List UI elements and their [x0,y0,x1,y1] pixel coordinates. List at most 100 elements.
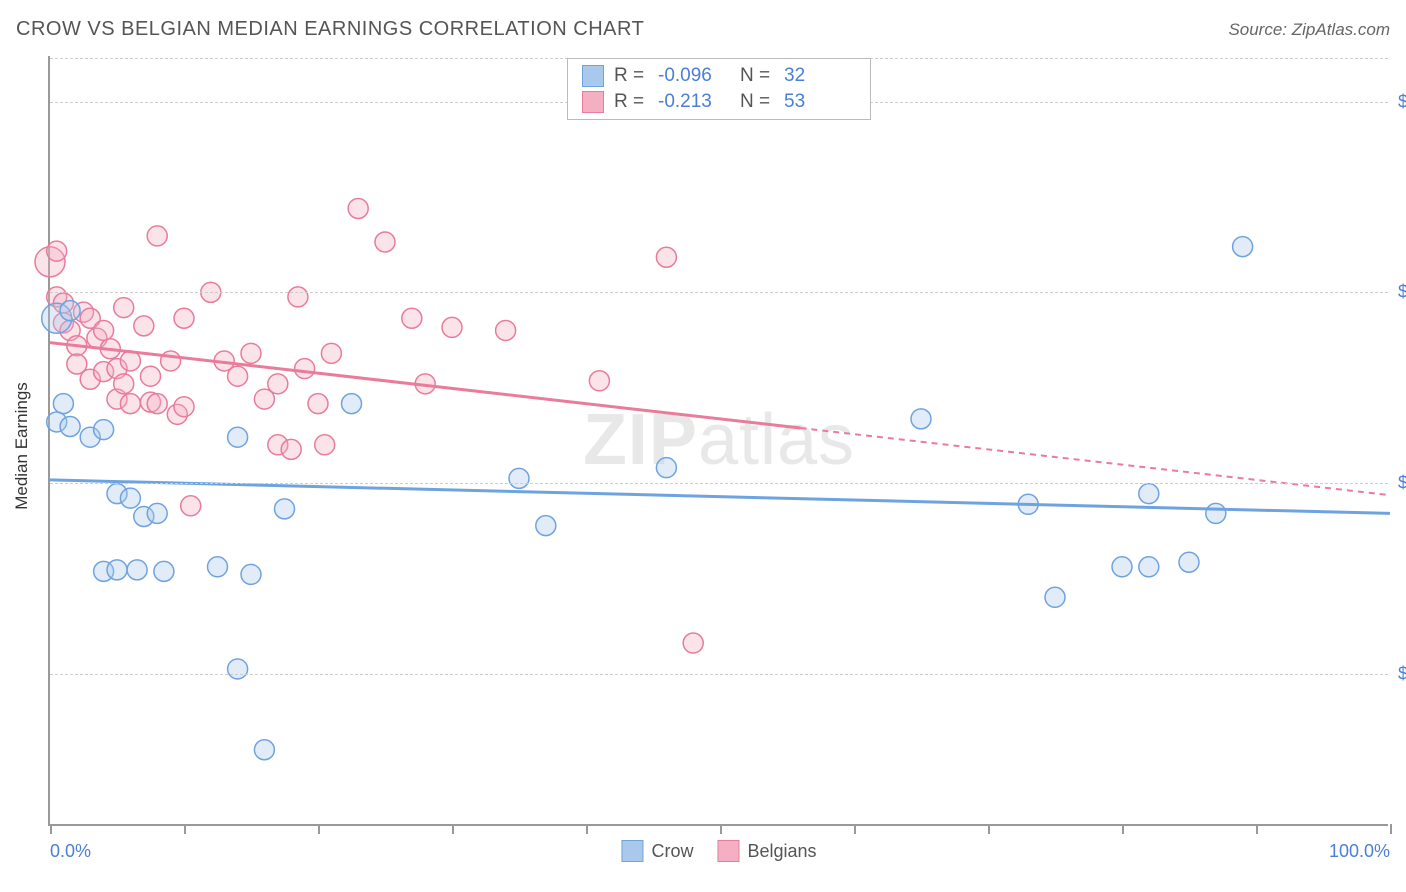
x-tick [1256,824,1258,834]
series-legend: Crow Belgians [621,840,816,862]
belgians-point [656,247,676,267]
belgians-series-label: Belgians [747,841,816,862]
belgians-point [141,366,161,386]
belgians-point [321,343,341,363]
legend-item-belgians: Belgians [717,840,816,862]
crow-point [107,560,127,580]
crow-point [120,488,140,508]
crow-point [147,503,167,523]
belgians-trend-line [50,343,800,428]
belgians-point [241,343,261,363]
crow-point [656,458,676,478]
y-tick-label: $35,000 [1398,472,1406,493]
belgians-swatch [582,91,604,113]
belgians-point [288,287,308,307]
belgians-point [114,374,134,394]
chart-source: Source: ZipAtlas.com [1228,20,1390,40]
chart-title: CROW VS BELGIAN MEDIAN EARNINGS CORRELAT… [16,18,644,41]
belgians-point [147,394,167,414]
belgians-point [268,374,288,394]
belgians-point [496,320,516,340]
x-tick [184,824,186,834]
y-tick-label: $47,500 [1398,282,1406,303]
chart-header: CROW VS BELGIAN MEDIAN EARNINGS CORRELAT… [16,18,1390,41]
crow-point [911,409,931,429]
belgians-point [315,435,335,455]
y-tick-label: $22,500 [1398,663,1406,684]
belgians-point [442,317,462,337]
belgians-n-value: 53 [784,91,856,113]
crow-point [228,427,248,447]
belgians-point [161,351,181,371]
crow-swatch [621,840,643,862]
belgians-point [134,316,154,336]
crow-point [1112,557,1132,577]
y-tick-label: $60,000 [1398,91,1406,112]
n-label: N = [740,91,774,113]
x-tick-label: 100.0% [1329,841,1390,862]
crow-point [1233,237,1253,257]
crow-point [509,468,529,488]
crow-point [254,740,274,760]
r-label: R = [614,65,648,87]
y-axis-label: Median Earnings [12,382,32,510]
crow-point [536,516,556,536]
belgians-swatch [717,840,739,862]
x-tick [720,824,722,834]
crow-swatch [582,65,604,87]
crow-point [94,420,114,440]
n-label: N = [740,65,774,87]
crow-point [127,560,147,580]
crow-trend-line [50,480,1390,514]
belgians-point [589,371,609,391]
belgians-point [375,232,395,252]
crow-point [154,561,174,581]
r-label: R = [614,91,648,113]
gridline [50,674,1388,675]
stats-legend-row-crow: R = -0.096 N = 32 [582,63,856,89]
belgians-point [181,496,201,516]
x-tick [586,824,588,834]
crow-point [275,499,295,519]
belgians-point [228,366,248,386]
x-tick [318,824,320,834]
x-tick [988,824,990,834]
belgians-point [281,439,301,459]
crow-point [60,417,80,437]
gridline [50,483,1388,484]
crow-n-value: 32 [784,65,856,87]
belgians-point [174,397,194,417]
belgians-point [114,298,134,318]
plot-area: ZIPatlas R = -0.096 N = 32 R = -0.213 N … [48,56,1388,826]
x-tick [1390,824,1392,834]
crow-point [228,659,248,679]
crow-series-label: Crow [651,841,693,862]
crow-point [1139,484,1159,504]
belgians-point [402,308,422,328]
crow-point [1179,552,1199,572]
belgians-point [147,226,167,246]
belgians-point [348,198,368,218]
belgians-r-value: -0.213 [658,91,730,113]
belgians-point [295,359,315,379]
crow-point [53,394,73,414]
crow-point [342,394,362,414]
x-tick [452,824,454,834]
belgians-point [308,394,328,414]
x-tick [1122,824,1124,834]
belgians-point [120,394,140,414]
x-tick [50,824,52,834]
legend-item-crow: Crow [621,840,693,862]
belgians-point [47,241,67,261]
crow-point [60,301,80,321]
chart-svg [50,56,1388,824]
stats-legend: R = -0.096 N = 32 R = -0.213 N = 53 [567,58,871,120]
belgians-point [683,633,703,653]
belgians-point [94,320,114,340]
crow-point [1206,503,1226,523]
crow-point [1045,587,1065,607]
belgians-trend-dashed [800,428,1390,495]
crow-r-value: -0.096 [658,65,730,87]
gridline [50,292,1388,293]
x-tick-label: 0.0% [50,841,91,862]
